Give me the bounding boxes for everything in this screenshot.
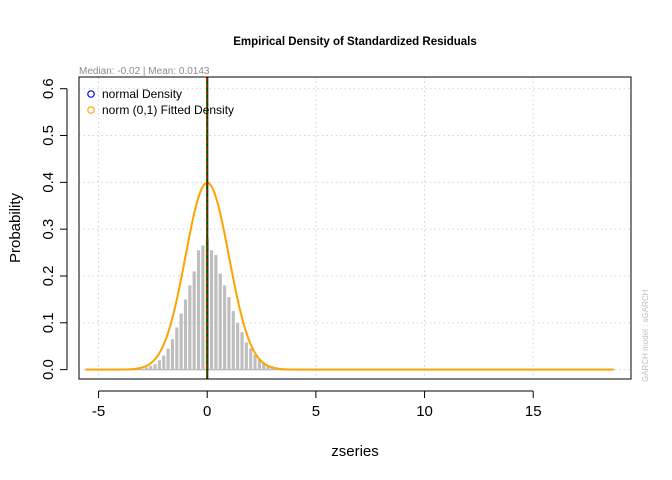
histogram-bar	[218, 273, 222, 370]
y-axis: 0.0 0.1 0.2 0.3 0.4 0.5 0.6	[40, 78, 68, 380]
histogram-bar	[192, 271, 196, 370]
x-axis: -5 0 5 10 15	[92, 390, 542, 420]
histogram-bar	[179, 313, 183, 370]
x-axis-label: zseries	[331, 443, 379, 460]
histogram-bar	[183, 299, 188, 370]
fitted-density-curve	[85, 181, 614, 371]
histogram-bar	[231, 311, 235, 370]
x-tick-label: 5	[312, 403, 320, 420]
histogram-bar	[244, 342, 248, 370]
histogram-bar	[162, 355, 166, 370]
density-curves	[85, 181, 614, 371]
y-tick-label: 0.6	[40, 78, 57, 99]
y-tick-label: 0.4	[40, 172, 57, 193]
histogram-bar	[236, 322, 240, 370]
histogram-bar	[240, 332, 244, 370]
y-tick-label: 0.2	[40, 266, 57, 287]
histogram-bar	[262, 362, 266, 370]
histogram-bar	[175, 327, 179, 370]
histogram-bar	[214, 254, 218, 370]
histogram-bar	[149, 365, 153, 370]
histogram-bar	[144, 367, 148, 370]
chart-title: Empirical Density of Standardized Residu…	[233, 36, 476, 48]
legend-marker	[87, 90, 95, 98]
histogram-bar	[257, 359, 261, 370]
x-tick-label: 15	[525, 403, 542, 420]
histogram-bars	[85, 238, 614, 371]
legend-label: normal Density	[102, 87, 182, 101]
x-tick-label: 0	[203, 403, 211, 420]
x-tick-label: -5	[92, 403, 105, 420]
y-axis-label: Probability	[7, 192, 24, 263]
grid	[79, 77, 631, 379]
histogram-bar	[227, 297, 231, 370]
histogram-bar	[201, 245, 205, 370]
y-tick-label: 0.0	[40, 359, 57, 380]
vertical-lines	[206, 77, 209, 379]
y-tick-label: 0.1	[40, 312, 57, 333]
histogram-bar	[166, 348, 170, 370]
y-tick-label: 0.5	[40, 125, 57, 146]
x-tick-label: 10	[416, 403, 433, 420]
plot-frame	[78, 76, 632, 380]
histogram-bar	[249, 348, 253, 370]
histogram-bar	[266, 364, 270, 370]
histogram-bar	[170, 339, 175, 370]
legend: normal Density norm (0,1) Fitted Density	[87, 87, 234, 117]
histogram-bar	[223, 285, 227, 370]
histogram-bar	[188, 285, 192, 370]
histogram-bar	[157, 360, 161, 370]
legend-marker	[87, 106, 95, 114]
y-tick-label: 0.3	[40, 219, 57, 240]
histogram-bar	[253, 354, 257, 370]
histogram-bar	[209, 250, 214, 370]
legend-label: norm (0,1) Fitted Density	[102, 103, 234, 117]
histogram-bar	[153, 364, 157, 370]
chart-subtitle: Median: -0.02 | Mean: 0.0143	[79, 66, 210, 77]
side-note: GARCH model : sGARCH	[641, 289, 650, 382]
histogram-bar	[196, 250, 201, 370]
